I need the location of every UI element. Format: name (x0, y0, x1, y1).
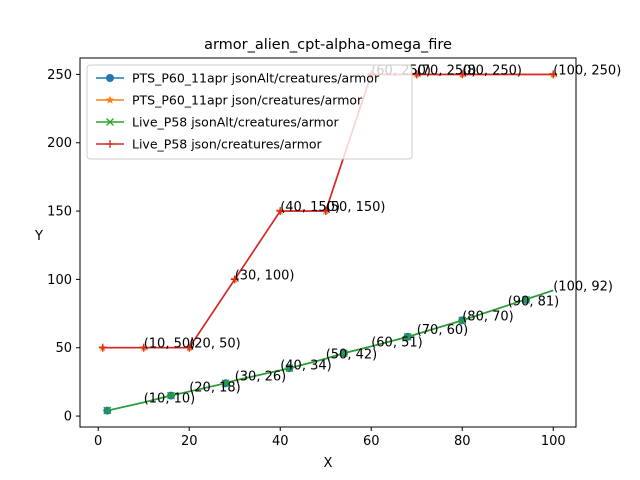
data-point (276, 207, 285, 216)
data-label: (10, 50) (144, 337, 196, 352)
data-point (412, 70, 421, 79)
x-tick-label: 100 (541, 434, 566, 449)
data-point (185, 343, 194, 352)
legend-entry: Live_P58 json/creatures/armor (96, 137, 323, 152)
data-label: (70, 60) (417, 323, 469, 338)
data-point (103, 406, 112, 415)
data-point (221, 379, 230, 388)
y-tick-label: 200 (47, 136, 72, 151)
data-label: (90, 81) (508, 294, 560, 309)
legend-label: PTS_P60_11apr jsonAlt/creatures/armor (132, 71, 380, 86)
legend-label: Live_P58 json/creatures/armor (132, 137, 323, 152)
data-label: (50, 150) (326, 200, 386, 215)
data-label: (80, 250) (462, 63, 522, 78)
legend-box (86, 64, 413, 160)
series (103, 289, 554, 415)
data-label: (50, 42) (326, 348, 378, 363)
data-label: (100, 92) (553, 279, 613, 294)
data-point (106, 74, 114, 82)
data-point (98, 343, 107, 352)
legend-entry: PTS_P60_11apr jsonAlt/creatures/armor (96, 71, 380, 86)
data-point (403, 332, 412, 341)
y-axis-label: Y (34, 229, 43, 244)
data-label: (80, 70) (462, 309, 514, 324)
data-point (521, 295, 530, 304)
legend-entry: PTS_P60_11apr json/creatures/armor (96, 93, 363, 108)
x-tick-label: 80 (454, 434, 471, 449)
data-point (285, 364, 294, 373)
series-line (102, 73, 554, 349)
legend-label: PTS_P60_11apr json/creatures/armor (132, 93, 363, 108)
data-label: (60, 51) (371, 335, 423, 350)
data-label: (30, 26) (235, 370, 286, 385)
x-tick-label: 60 (363, 434, 380, 449)
data-point (230, 275, 239, 284)
data-point (339, 349, 348, 358)
data-label: (100, 250) (553, 63, 621, 78)
data-point (106, 140, 114, 148)
legend-label: Live_P58 jsonAlt/creatures/armor (132, 115, 339, 130)
x-axis-label: X (324, 456, 333, 471)
y-tick-label: 0 (64, 410, 72, 425)
data-label: (10, 10) (144, 391, 196, 406)
data-label: (70, 250) (417, 63, 477, 78)
x-tick-label: 40 (272, 434, 289, 449)
y-tick-label: 150 (47, 205, 72, 220)
y-tick-label: 250 (47, 68, 72, 83)
data-point (139, 343, 148, 352)
data-label: (30, 100) (235, 268, 295, 283)
plot-frame (79, 57, 577, 428)
x-tick-label: 20 (181, 434, 198, 449)
data-label: (20, 50) (189, 337, 241, 352)
y-tick-label: 100 (47, 273, 72, 288)
data-point (549, 70, 558, 79)
chart-title: armor_alien_cpt-alpha-omega_fire (204, 37, 452, 53)
data-label: (20, 18) (189, 380, 241, 395)
data-point (106, 118, 114, 126)
y-tick-label: 50 (55, 341, 72, 356)
data-point (458, 70, 467, 79)
data-label: (40, 150) (280, 200, 340, 215)
data-point (321, 207, 330, 216)
data-label: (40, 34) (280, 359, 332, 374)
legend-entry: Live_P58 jsonAlt/creatures/armor (96, 115, 339, 130)
data-point (105, 95, 115, 104)
data-point (458, 316, 467, 325)
series-line (107, 289, 554, 412)
data-point (167, 391, 175, 400)
x-tick-label: 0 (94, 434, 102, 449)
